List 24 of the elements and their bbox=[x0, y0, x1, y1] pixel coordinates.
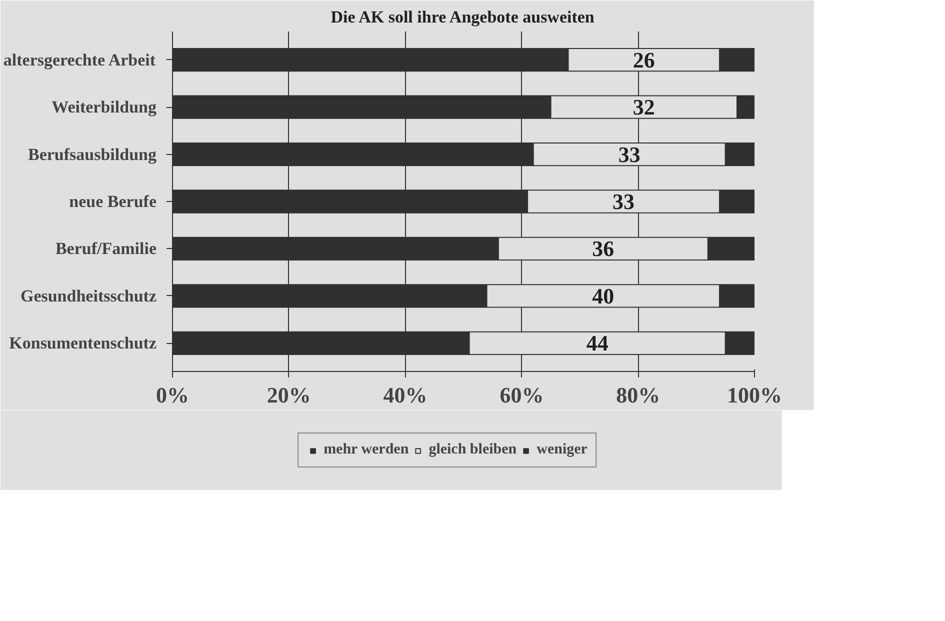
data-label: 40 bbox=[592, 283, 614, 308]
legend-label: mehr werden bbox=[324, 442, 409, 458]
data-label: 33 bbox=[612, 189, 635, 214]
y-tick-label: Konsumentenschutz bbox=[9, 334, 157, 353]
y-tick-label: Beruf/Familie bbox=[55, 239, 157, 258]
legend-label: gleich bleiben bbox=[428, 442, 517, 458]
chart-title: Die AK soll ihre Angebote ausweiten bbox=[330, 8, 595, 26]
data-label: 33 bbox=[618, 142, 640, 167]
x-tick-label: 40% bbox=[383, 382, 428, 408]
x-tick-label: 80% bbox=[616, 382, 660, 408]
y-tick-label: altersgerechte Arbeit bbox=[3, 50, 156, 70]
data-label: 32 bbox=[632, 94, 655, 120]
x-tick-label: 60% bbox=[500, 382, 544, 408]
x-tick-label: 100% bbox=[727, 382, 782, 408]
y-tick-label: neue Berufe bbox=[69, 192, 157, 211]
y-tick-label: Berufsausbildung bbox=[28, 144, 157, 164]
x-tick-label: 0% bbox=[156, 382, 189, 408]
data-label: 26 bbox=[632, 47, 655, 72]
x-tick-label: 20% bbox=[266, 382, 311, 408]
y-tick-label: Weiterbildung bbox=[52, 98, 157, 117]
legend-label: weniger bbox=[536, 442, 588, 458]
y-tick-label: Gesundheitsschutz bbox=[20, 286, 157, 306]
data-label: 36 bbox=[592, 236, 614, 262]
data-label: 44 bbox=[586, 330, 608, 356]
